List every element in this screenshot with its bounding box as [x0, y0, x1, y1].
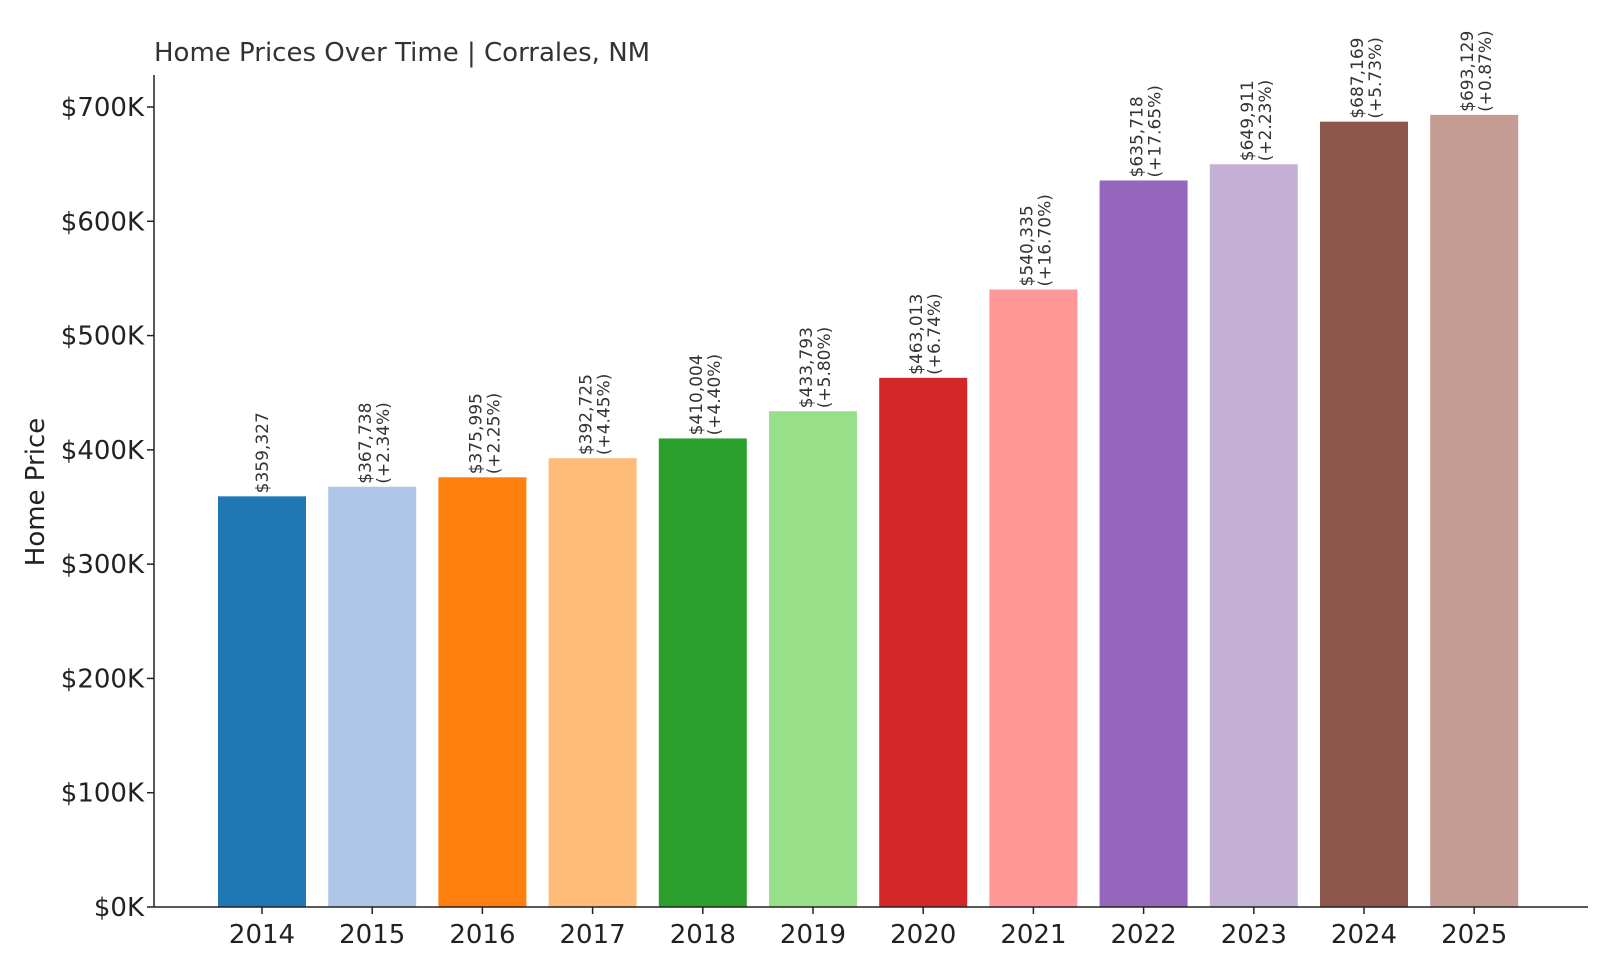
y-axis: $0K $100K $200K $300K $400K $500K $600K $700K — [61, 93, 154, 923]
y-tick-label: $400K — [61, 436, 145, 466]
data-label-value: $693,129 — [1458, 31, 1478, 112]
x-tick-label: 2014 — [229, 920, 295, 950]
data-label-value: $687,169 — [1348, 38, 1368, 119]
data-label-value: $433,793 — [797, 327, 817, 408]
x-tick-label: 2025 — [1441, 920, 1507, 950]
data-label-value: $635,718 — [1128, 96, 1148, 177]
data-label-value: $359,327 — [253, 412, 273, 493]
bar-2020 — [879, 377, 968, 907]
data-label-value: $367,738 — [356, 403, 376, 484]
bars-group: $359,327 $367,738(+2.34%) $375,995(+2.25%)… — [218, 30, 1519, 908]
bar-2025 — [1430, 114, 1519, 908]
y-tick-label: $0K — [94, 893, 145, 923]
y-axis-label: Home Price — [21, 418, 51, 566]
data-label-change: (+2.25%) — [484, 393, 504, 475]
y-tick-label: $500K — [61, 322, 145, 352]
data-label-change: (+4.45%) — [595, 374, 615, 456]
data-label-change: (+2.23%) — [1256, 80, 1276, 162]
chart-title: Home Prices Over Time | Corrales, NM — [154, 38, 650, 68]
data-label-change: (+0.87%) — [1476, 30, 1496, 112]
x-tick-label: 2021 — [1000, 920, 1066, 950]
data-label-change: (+5.73%) — [1366, 37, 1386, 119]
data-label-value: $410,004 — [687, 354, 707, 435]
data-label-change: (+16.70%) — [1035, 194, 1055, 286]
bar-2019 — [769, 411, 857, 907]
data-label-value: $375,995 — [466, 393, 486, 474]
bar-2016 — [438, 477, 527, 907]
bar-2023 — [1209, 164, 1298, 907]
data-label-change: (+2.34%) — [374, 402, 394, 484]
data-label-value: $540,335 — [1017, 205, 1037, 286]
bar-2015 — [328, 486, 417, 907]
data-label-change: (+17.65%) — [1146, 85, 1166, 177]
data-label-value: $649,911 — [1238, 80, 1258, 161]
data-label-value: $392,725 — [577, 374, 597, 455]
x-tick-label: 2022 — [1111, 920, 1177, 950]
x-axis: 2014 2015 2016 2017 2018 2019 2020 2021 2022 2023… — [229, 907, 1507, 950]
x-tick-label: 2018 — [670, 920, 736, 950]
bar-2021 — [989, 289, 1078, 908]
y-tick-label: $700K — [61, 93, 145, 123]
bar-2014 — [218, 496, 306, 907]
y-tick-label: $200K — [61, 664, 145, 694]
data-label-change: (+6.74%) — [925, 293, 945, 375]
bar-2017 — [548, 458, 637, 907]
bar-2018 — [658, 438, 747, 907]
x-tick-label: 2020 — [890, 920, 956, 950]
y-tick-label: $300K — [61, 550, 145, 580]
data-label-change: (+4.40%) — [705, 354, 725, 436]
y-tick-label: $100K — [61, 779, 145, 809]
bar-2022 — [1099, 180, 1188, 907]
data-label-value: $463,013 — [907, 294, 927, 375]
x-tick-label: 2019 — [780, 920, 846, 950]
data-label-change: (+5.80%) — [815, 327, 835, 409]
x-tick-label: 2015 — [339, 920, 405, 950]
x-tick-label: 2017 — [560, 920, 626, 950]
x-tick-label: 2016 — [449, 920, 515, 950]
y-tick-label: $600K — [61, 207, 145, 237]
x-tick-label: 2024 — [1331, 920, 1397, 950]
x-tick-label: 2023 — [1221, 920, 1287, 950]
bar-2024 — [1320, 121, 1408, 907]
